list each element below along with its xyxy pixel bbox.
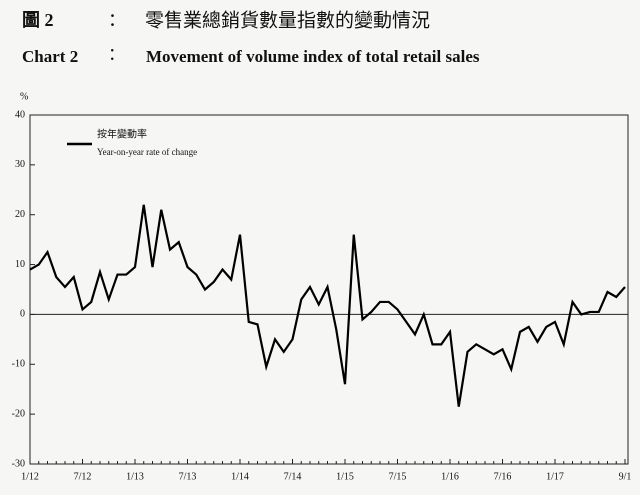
- y-tick-label: 20: [15, 209, 25, 220]
- legend-label-en: Year-on-year rate of change: [97, 147, 197, 157]
- x-tick-label: 1/17: [546, 471, 564, 482]
- x-tick-label: 7/12: [74, 471, 92, 482]
- x-tick-label: 1/12: [21, 471, 39, 482]
- x-tick-label: 9/1: [619, 471, 632, 482]
- y-tick-label: 0: [20, 309, 25, 320]
- x-tick-label: 1/16: [441, 471, 459, 482]
- x-tick-label: 1/15: [336, 471, 354, 482]
- x-tick-label: 7/15: [389, 471, 407, 482]
- y-tick-label: 40: [15, 109, 25, 120]
- chart-label-zh: 圖 2: [22, 10, 54, 30]
- y-tick-label: 10: [15, 259, 25, 270]
- colon: ：: [108, 10, 126, 30]
- y-tick-label: -20: [12, 408, 25, 419]
- x-tick-label: 7/14: [284, 471, 302, 482]
- chart-label-en: Chart 2: [22, 47, 78, 66]
- chart-title: Movement of volume index of total retail…: [146, 47, 480, 66]
- series-line: [29, 204, 626, 407]
- chart-title-zh: 零售業總銷貨數量指數的變動情況: [145, 9, 430, 31]
- colon: ：: [108, 45, 125, 64]
- plot-frame: [29, 114, 629, 465]
- x-tick-label: 7/13: [179, 471, 197, 482]
- y-unit: %: [20, 91, 28, 102]
- y-tick-label: -30: [12, 458, 25, 469]
- x-tick-label: 1/14: [231, 471, 249, 482]
- y-tick-label: 30: [15, 159, 25, 170]
- x-tick-label: 7/16: [494, 471, 512, 482]
- y-tick-label: -10: [12, 359, 25, 370]
- legend-label: 按年變動率: [97, 127, 147, 140]
- x-tick-label: 1/13: [126, 471, 144, 482]
